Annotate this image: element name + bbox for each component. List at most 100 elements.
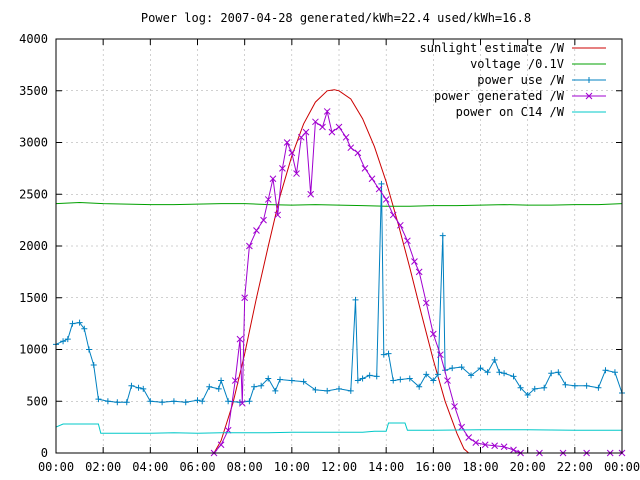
power-use-point bbox=[64, 336, 71, 343]
y-tick-label: 3500 bbox=[19, 84, 48, 98]
x-tick-label: 20:00 bbox=[510, 460, 546, 474]
x-tick-label: 22:00 bbox=[557, 460, 593, 474]
power-use-point bbox=[595, 384, 602, 391]
x-tick-label: 16:00 bbox=[415, 460, 451, 474]
legend-label: power generated /W bbox=[434, 89, 565, 103]
power-use-point bbox=[380, 351, 387, 358]
x-tick-label: 04:00 bbox=[132, 460, 168, 474]
y-tick-label: 1500 bbox=[19, 291, 48, 305]
power-generated-point bbox=[354, 149, 362, 157]
power-generated-point bbox=[319, 123, 326, 131]
power-use-point bbox=[390, 377, 397, 384]
power-use-point bbox=[416, 383, 423, 390]
power-use-point bbox=[76, 319, 83, 326]
power-generated-point bbox=[264, 196, 272, 203]
power-use-point bbox=[541, 384, 548, 391]
power-use-point bbox=[524, 392, 531, 399]
power-generated-point bbox=[481, 441, 489, 449]
power-use-point bbox=[265, 375, 272, 382]
y-tick-label: 1000 bbox=[19, 343, 48, 357]
power-generated-point bbox=[236, 335, 244, 343]
power-use-point bbox=[60, 338, 67, 345]
power-use-point bbox=[128, 382, 135, 389]
power-use-point bbox=[562, 381, 569, 388]
x-tick-label: 12:00 bbox=[321, 460, 357, 474]
legend-marker bbox=[586, 77, 592, 83]
power-generated-point bbox=[302, 128, 310, 136]
power-generated-point bbox=[368, 175, 376, 183]
power-generated-point bbox=[342, 133, 350, 141]
power-use-point bbox=[182, 399, 189, 406]
power-generated-point bbox=[396, 221, 404, 229]
power-generated-line bbox=[213, 109, 622, 454]
sunlight-estimate-line bbox=[213, 89, 470, 454]
power-generated-point bbox=[293, 170, 300, 177]
plot-frame bbox=[55, 38, 623, 454]
power-generated-point bbox=[437, 351, 444, 359]
power-use-point bbox=[439, 232, 446, 239]
power-use-point bbox=[206, 383, 213, 390]
legend-label: power use /W bbox=[477, 73, 564, 87]
legend: sunlight estimate /W voltage /0.1V power u… bbox=[420, 41, 606, 119]
power-generated-point bbox=[288, 149, 296, 157]
x-tick-label: 06:00 bbox=[179, 460, 215, 474]
power-generated-point bbox=[307, 190, 315, 198]
power-use-point bbox=[359, 375, 366, 382]
power-generated-point bbox=[465, 434, 473, 441]
power-use-point bbox=[277, 376, 284, 383]
power-use-point bbox=[501, 370, 508, 377]
power-use-point bbox=[406, 375, 413, 382]
power-generated-point bbox=[444, 377, 451, 384]
legend-label: sunlight estimate /W bbox=[420, 41, 565, 55]
power-generated-point bbox=[260, 216, 267, 224]
power-on-c14-line bbox=[55, 422, 622, 434]
power-generated-point bbox=[328, 128, 336, 136]
power-use-point bbox=[430, 377, 437, 384]
power-use-point bbox=[140, 385, 147, 392]
power-generated-point bbox=[335, 123, 343, 131]
power-use-point bbox=[583, 382, 590, 389]
legend-label: voltage /0.1V bbox=[470, 57, 564, 71]
power-use-point bbox=[435, 371, 442, 378]
power-use-point bbox=[602, 367, 609, 374]
power-use-point bbox=[484, 369, 491, 376]
power-use-point bbox=[397, 376, 404, 383]
grid bbox=[56, 39, 622, 453]
legend-marker bbox=[585, 92, 593, 100]
power-use-point bbox=[385, 350, 392, 357]
power-use-point bbox=[548, 370, 555, 377]
y-tick-label: 4000 bbox=[19, 32, 48, 46]
power-use-point bbox=[324, 387, 331, 394]
power-generated-point bbox=[246, 242, 253, 250]
power-generated-point bbox=[404, 237, 411, 245]
power-use-point bbox=[95, 396, 102, 403]
power-use-point bbox=[258, 382, 265, 389]
power-use-point bbox=[246, 398, 253, 405]
power-use-point bbox=[170, 398, 177, 405]
power-generated-point bbox=[375, 185, 383, 193]
power-use-point bbox=[272, 387, 279, 394]
power-generated-point bbox=[415, 268, 423, 276]
power-use-point bbox=[288, 377, 295, 384]
power-use-point bbox=[159, 399, 166, 406]
power-use-point bbox=[423, 371, 430, 378]
y-tick-label: 2500 bbox=[19, 187, 48, 201]
power-generated-point bbox=[458, 423, 465, 431]
x-tick-label: 02:00 bbox=[85, 460, 121, 474]
series-layer bbox=[53, 89, 626, 457]
power-use-point bbox=[300, 378, 307, 385]
power-use-point bbox=[458, 364, 465, 371]
power-use-point bbox=[251, 383, 258, 390]
x-tick-label: 00:00 bbox=[604, 460, 640, 474]
power-use-point bbox=[90, 362, 97, 369]
power-use-point bbox=[352, 296, 359, 303]
axes: 0 500 1000 1500 2000 2500 3000 3500 4000 00:00 02:… bbox=[19, 32, 640, 474]
power-generated-point bbox=[361, 165, 369, 172]
power-generated-point bbox=[217, 441, 225, 449]
power-generated-point bbox=[224, 426, 232, 434]
power-generated-point bbox=[422, 299, 430, 307]
power-use-point bbox=[354, 377, 361, 384]
power-use-point bbox=[199, 398, 206, 405]
